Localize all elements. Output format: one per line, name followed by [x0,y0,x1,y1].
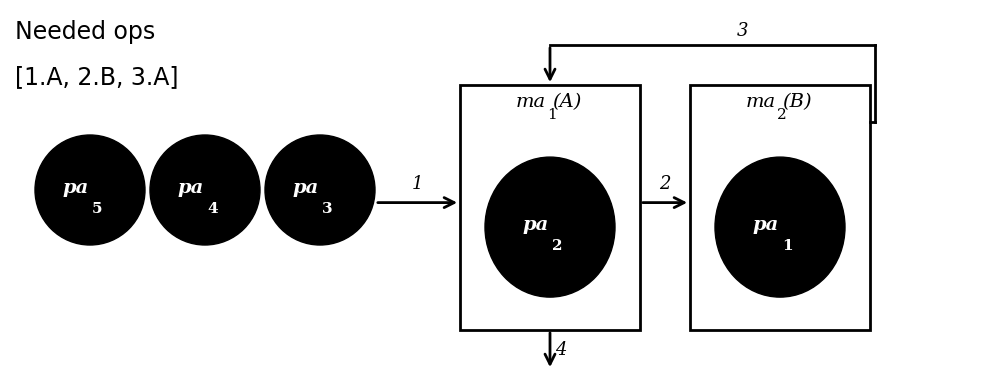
Bar [460,85,640,330]
Text: pa: pa [753,216,779,234]
Text: Needed ops: Needed ops [15,20,155,44]
Text: 4: 4 [207,202,218,216]
Text: pa: pa [523,216,549,234]
Text: ma: ma [746,93,776,111]
Bar [690,85,870,330]
Ellipse shape [485,157,615,297]
Text: 5: 5 [92,202,103,216]
Text: [1.A, 2.B, 3.A]: [1.A, 2.B, 3.A] [15,65,178,89]
Text: pa: pa [63,179,89,197]
Text: 4: 4 [555,341,566,359]
Text: (B): (B) [782,93,812,111]
Text: 3: 3 [737,22,748,40]
Text: 1: 1 [412,175,423,193]
Text: 3: 3 [322,202,333,216]
Text: 2: 2 [552,239,562,253]
Text: 1: 1 [782,239,793,253]
Text: ma: ma [516,93,546,111]
Text: pa: pa [178,179,204,197]
Text: pa: pa [293,179,319,197]
Text: 2: 2 [777,108,787,122]
Ellipse shape [715,157,845,297]
Ellipse shape [265,135,375,245]
Text: 2: 2 [659,175,671,193]
Text: (A): (A) [552,93,581,111]
Text: 1: 1 [547,108,557,122]
Ellipse shape [35,135,145,245]
Ellipse shape [150,135,260,245]
